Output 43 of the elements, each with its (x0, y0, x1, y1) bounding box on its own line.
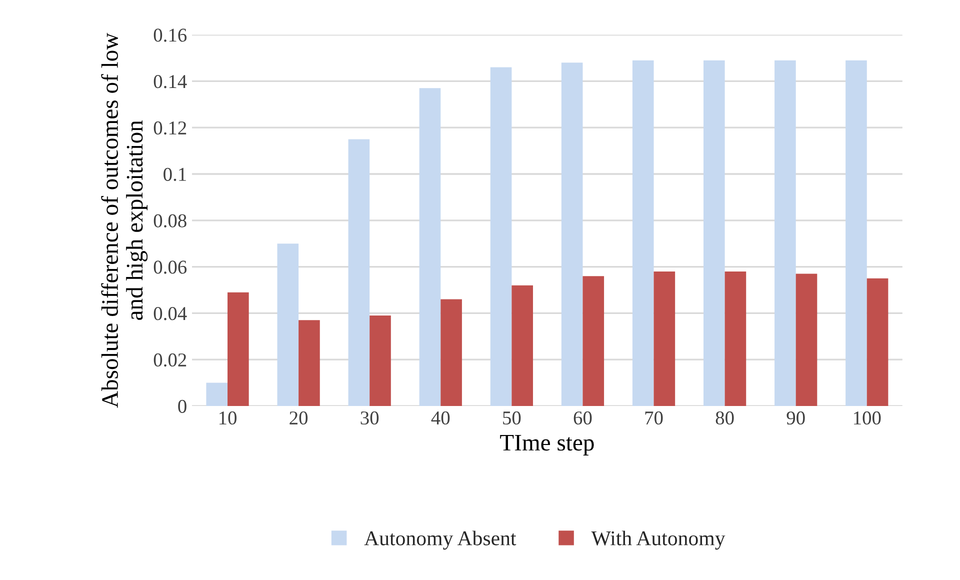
y-tick-label: 0.12 (154, 121, 186, 135)
bar (866, 278, 888, 406)
y-tick-label: 0.16 (154, 28, 187, 42)
bar (298, 320, 320, 406)
bar (277, 244, 299, 406)
bar (348, 139, 370, 406)
y-axis-title: Absolute difference of outcomes of low and high exploitation (101, 32, 148, 408)
bar (654, 271, 676, 406)
bar (512, 285, 533, 406)
bar (440, 299, 462, 406)
bar (846, 60, 867, 406)
bar (774, 60, 796, 406)
y-tick-label: 0.1 (164, 168, 186, 182)
bar (703, 60, 725, 406)
y-tick-label: 0.08 (154, 214, 186, 228)
y-tick-label: 0 (178, 400, 186, 413)
bar (561, 62, 583, 406)
x-tick-label: 100 (854, 411, 881, 425)
legend-label: With Autonomy (591, 530, 726, 550)
bar (724, 271, 746, 406)
legend-label: Autonomy Absent (364, 530, 516, 550)
y-tick-label: 0.06 (154, 260, 187, 274)
bar (206, 382, 228, 406)
x-tick-label: 20 (290, 411, 308, 425)
x-tick-label: 80 (716, 411, 734, 425)
y-tick-label: 0.14 (154, 75, 187, 88)
y-tick-label: 0.02 (154, 353, 186, 367)
y-tick-label: 0.04 (154, 307, 187, 320)
x-axis-title: TIme step (500, 434, 594, 456)
bar (370, 316, 391, 406)
x-tick-label: 90 (786, 411, 805, 425)
bar (228, 292, 249, 406)
bar (419, 88, 441, 406)
x-tick-label: 30 (360, 411, 379, 425)
x-tick-label: 40 (431, 411, 450, 425)
x-tick-label: 50 (503, 411, 521, 425)
bar (796, 274, 818, 406)
bar (490, 67, 512, 406)
x-tick-label: 70 (645, 411, 663, 425)
bar (582, 276, 604, 406)
x-tick-label: 60 (574, 411, 592, 425)
bar (632, 60, 654, 406)
x-tick-label: 10 (220, 411, 236, 425)
